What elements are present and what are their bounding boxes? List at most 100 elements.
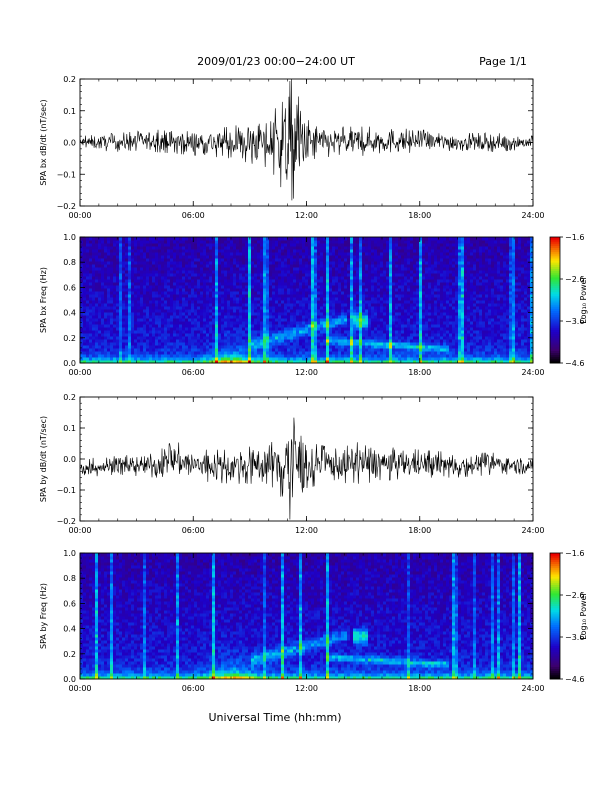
heatmap-cell: [203, 246, 207, 250]
heatmap-cell: [242, 354, 246, 358]
heatmap-cell: [425, 270, 429, 274]
heatmap-cell: [194, 276, 198, 280]
heatmap-cell: [416, 330, 420, 334]
heatmap-cell: [263, 246, 267, 250]
heatmap-cell: [269, 237, 273, 241]
heatmap-cell: [125, 303, 129, 307]
heatmap-cell: [92, 291, 96, 295]
heatmap-cell: [392, 321, 396, 325]
heatmap-cell: [416, 273, 420, 277]
heatmap-cell: [293, 351, 297, 355]
heatmap-cell: [302, 318, 306, 322]
heatmap-cell: [263, 258, 267, 262]
heatmap-cell: [290, 303, 294, 307]
heatmap-cell: [149, 345, 153, 349]
heatmap-cell: [335, 240, 339, 244]
heatmap-cell: [125, 249, 129, 253]
heatmap-cell: [293, 279, 297, 283]
heatmap-cell: [170, 315, 174, 319]
heatmap-cell: [167, 240, 171, 244]
heatmap-cell: [260, 345, 264, 349]
heatmap-cell: [290, 291, 294, 295]
heatmap-cell: [203, 333, 207, 337]
heatmap-cell: [407, 345, 411, 349]
heatmap-cell: [377, 258, 381, 262]
heatmap-cell: [281, 273, 285, 277]
heatmap-cell: [86, 294, 90, 298]
heatmap-cell: [254, 303, 258, 307]
heatmap-cell: [287, 324, 291, 328]
heatmap-cell: [299, 318, 303, 322]
heatmap-cell: [194, 258, 198, 262]
heatmap-cell: [107, 336, 111, 340]
heatmap-cell: [245, 351, 249, 355]
heatmap-cell: [362, 342, 366, 346]
heatmap-cell: [233, 312, 237, 316]
heatmap-cell: [368, 243, 372, 247]
heatmap-cell: [275, 345, 279, 349]
heatmap-cell: [410, 321, 414, 325]
heatmap-cell: [131, 339, 135, 343]
heatmap-cell: [410, 246, 414, 250]
heatmap-cell: [287, 336, 291, 340]
heatmap-cell: [323, 333, 327, 337]
heatmap-cell: [122, 351, 126, 355]
heatmap-cell: [143, 306, 147, 310]
heatmap-cell: [212, 315, 216, 319]
heatmap-cell: [218, 282, 222, 286]
heatmap-cell: [101, 324, 105, 328]
heatmap-cell: [296, 258, 300, 262]
heatmap-cell: [365, 267, 369, 271]
heatmap-cell: [329, 345, 333, 349]
heatmap-cell: [86, 339, 90, 343]
heatmap-cell: [110, 255, 114, 259]
heatmap-cell: [383, 345, 387, 349]
heatmap-cell: [101, 336, 105, 340]
heatmap-cell: [218, 336, 222, 340]
heatmap-cell: [158, 324, 162, 328]
heatmap-cell: [416, 246, 420, 250]
heatmap-cell: [215, 246, 219, 250]
heatmap-cell: [95, 237, 99, 241]
heatmap-cell: [146, 243, 150, 247]
heatmap-cell: [173, 318, 177, 322]
heatmap-cell: [182, 312, 186, 316]
heatmap-cell: [347, 327, 351, 331]
heatmap-cell: [266, 273, 270, 277]
heatmap-cell: [125, 351, 129, 355]
heatmap-cell: [287, 252, 291, 256]
heatmap-cell: [218, 348, 222, 352]
heatmap-cell: [194, 267, 198, 271]
heatmap-cell: [107, 246, 111, 250]
heatmap-cell: [128, 291, 132, 295]
heatmap-cell: [101, 261, 105, 265]
heatmap-cell: [401, 294, 405, 298]
heatmap-cell: [215, 348, 219, 352]
heatmap-cell: [425, 342, 429, 346]
heatmap-cell: [113, 249, 117, 253]
heatmap-cell: [191, 294, 195, 298]
heatmap-cell: [161, 255, 165, 259]
heatmap-cell: [137, 282, 141, 286]
heatmap-cell: [314, 264, 318, 268]
heatmap-cell: [161, 294, 165, 298]
heatmap-cell: [221, 264, 225, 268]
heatmap-cell: [335, 273, 339, 277]
heatmap-cell: [335, 351, 339, 355]
heatmap-cell: [164, 354, 168, 358]
heatmap-cell: [143, 357, 147, 361]
heatmap-cell: [167, 261, 171, 265]
heatmap-cell: [248, 294, 252, 298]
heatmap-cell: [356, 252, 360, 256]
heatmap-cell: [101, 270, 105, 274]
heatmap-cell: [230, 330, 234, 334]
heatmap-cell: [161, 330, 165, 334]
heatmap-cell: [239, 330, 243, 334]
heatmap-cell: [341, 333, 345, 337]
heatmap-cell: [308, 300, 312, 304]
heatmap-cell: [173, 336, 177, 340]
heatmap-cell: [365, 276, 369, 280]
heatmap-cell: [185, 270, 189, 274]
heatmap-cell: [404, 342, 408, 346]
heatmap-cell: [272, 333, 276, 337]
